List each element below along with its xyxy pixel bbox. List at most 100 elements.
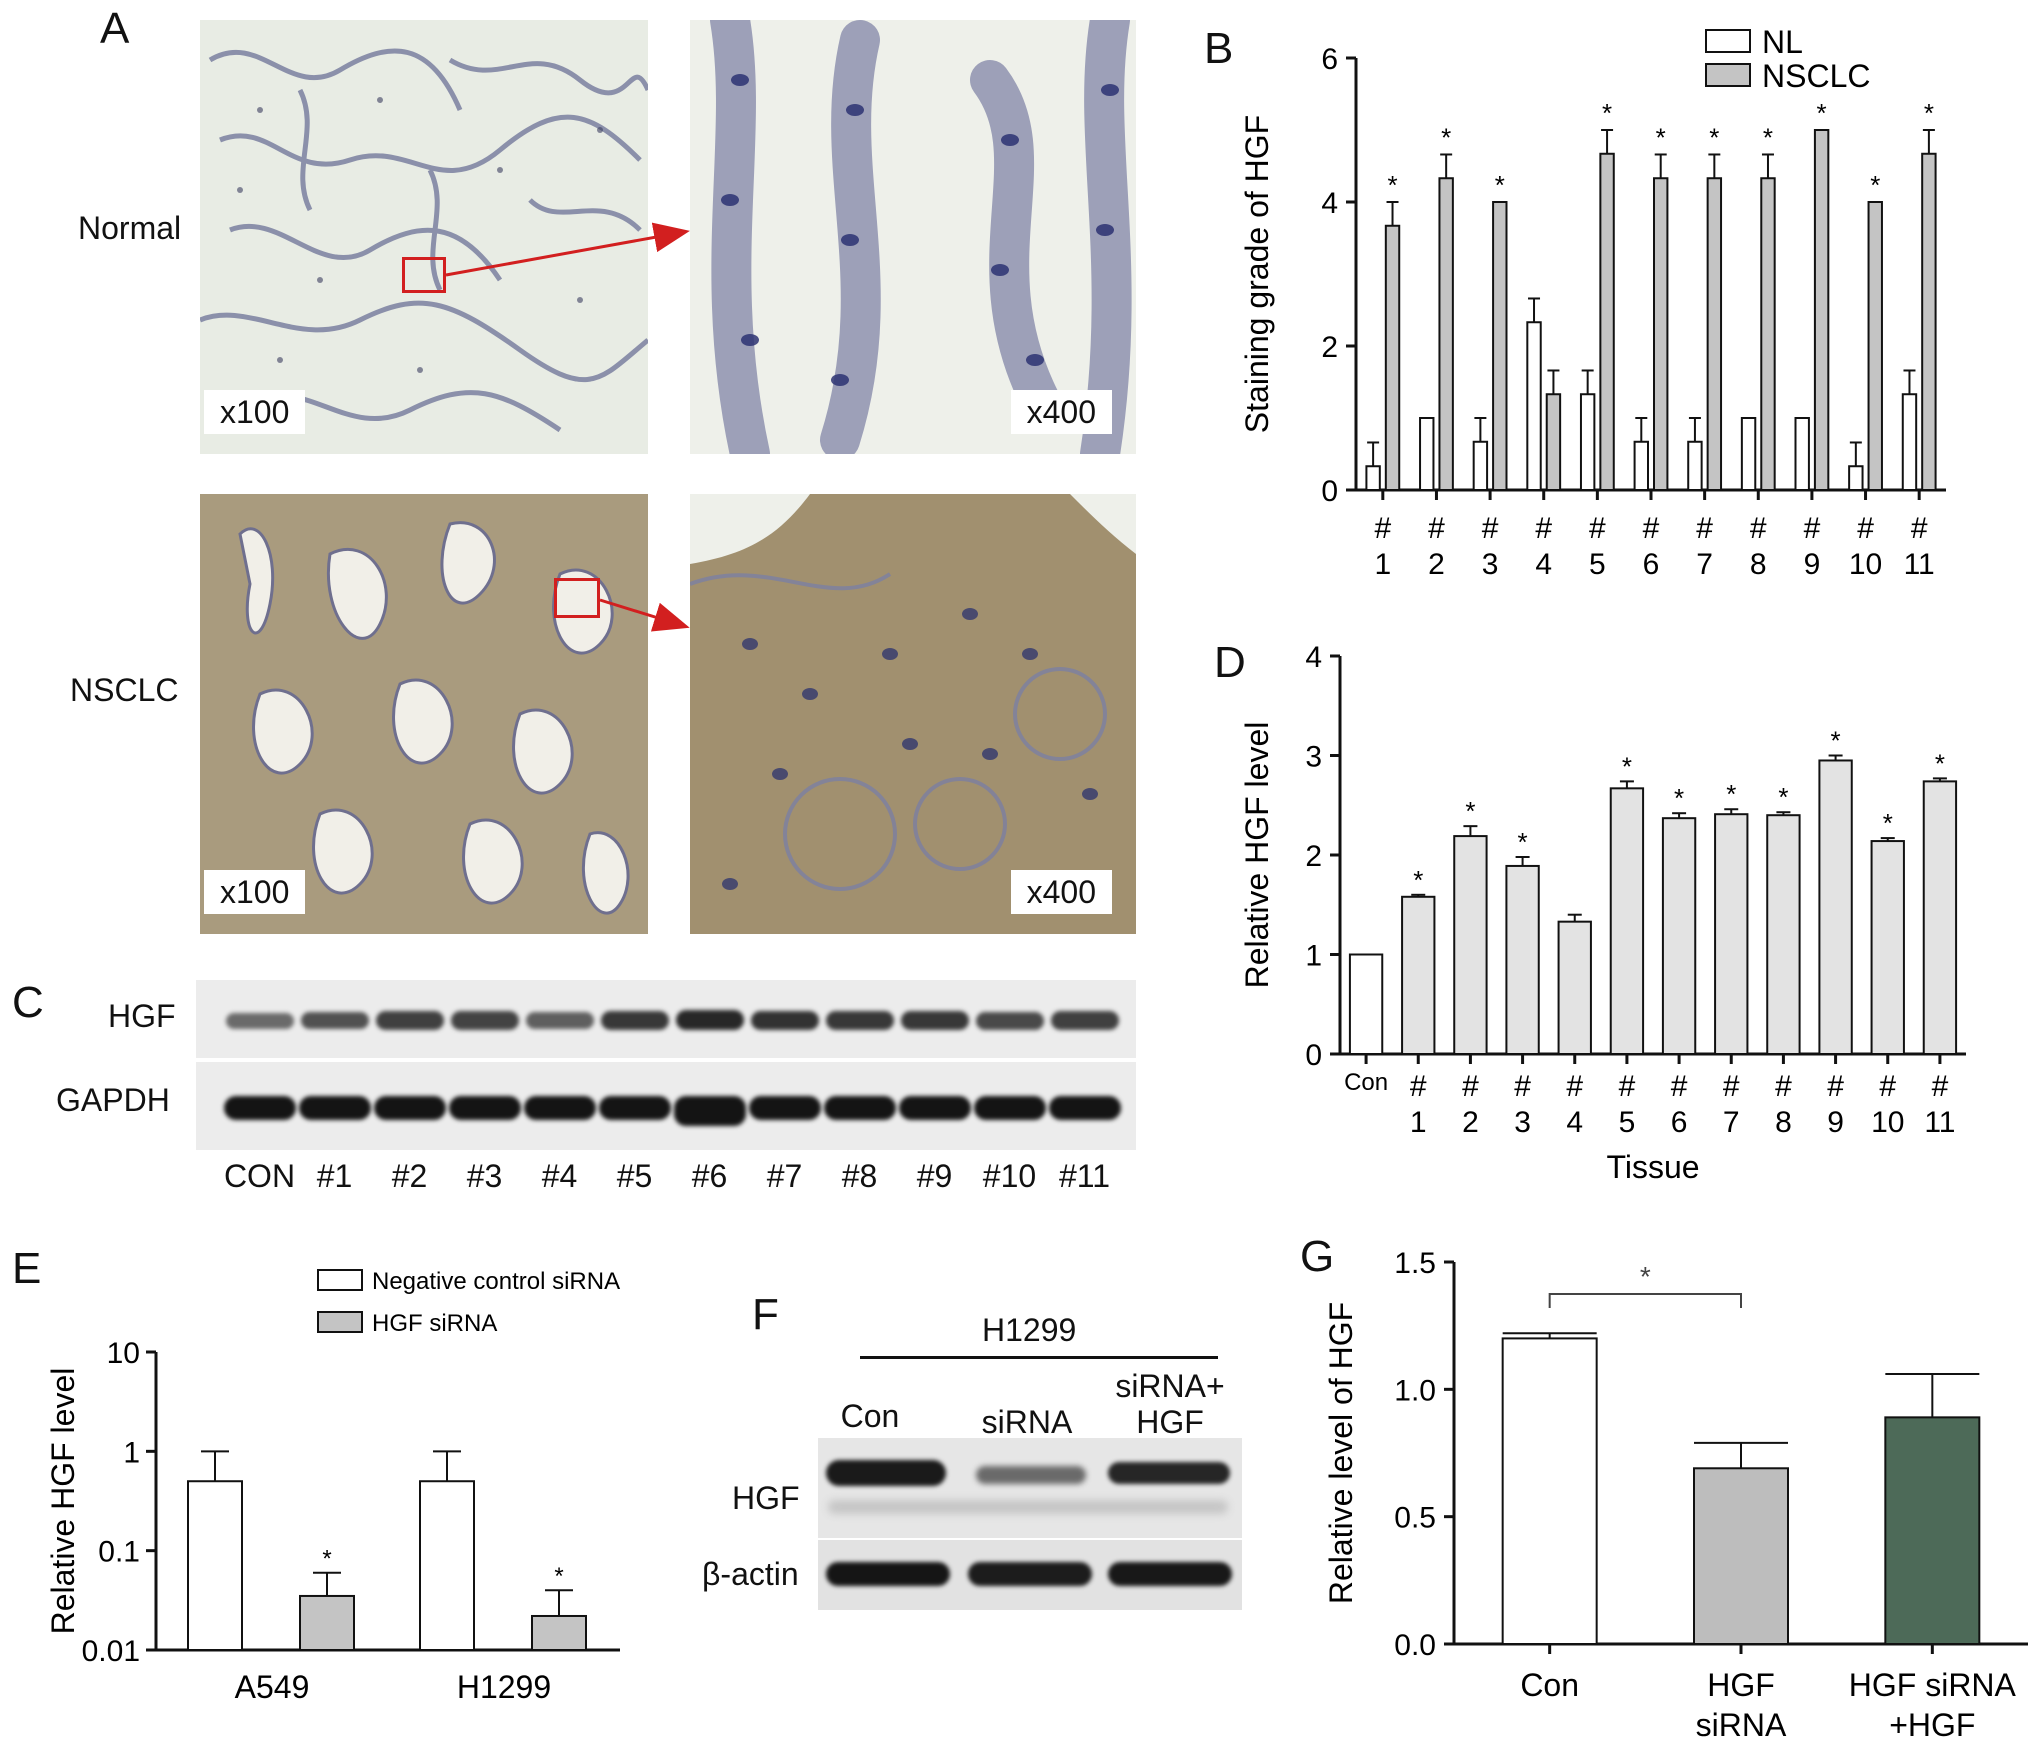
- x-tick-label: HGF siRNA: [1849, 1667, 2017, 1703]
- bar: [419, 1480, 475, 1651]
- x-tick-label: 9: [1827, 1106, 1844, 1139]
- blot-band-hgf: [375, 1011, 444, 1030]
- x-tick-label: #: [1589, 512, 1606, 545]
- significance-star: *: [1674, 783, 1684, 813]
- significance-star: *: [1870, 170, 1880, 200]
- y-tick-label: 4: [1305, 641, 1322, 674]
- blot-band-gapdh: [523, 1096, 596, 1120]
- x-tick-label: #: [1750, 512, 1767, 545]
- x-tick-label: 2: [1428, 548, 1445, 580]
- x-tick-label: 1: [1374, 548, 1391, 580]
- blot-f-row-label-actin: β-actin: [702, 1556, 799, 1592]
- y-tick-label: 1: [1305, 940, 1322, 973]
- bar-nl: [1526, 321, 1542, 491]
- blot-lane-label: #9: [916, 1158, 953, 1194]
- chart-e: 0.01 0.1 1 10 Relative HGF level A549 * H1299 * N…: [45, 1268, 620, 1705]
- significance-star: *: [1465, 796, 1475, 826]
- y-tick-label: 10: [107, 1337, 140, 1370]
- x-tick-label: 4: [1535, 548, 1552, 580]
- significance-star: *: [1763, 122, 1773, 152]
- bar: [1870, 840, 1905, 1055]
- blot-c-row-label-hgf: HGF: [108, 998, 176, 1034]
- blot-lane-label: #4: [541, 1158, 578, 1194]
- significance-star: *: [1883, 808, 1893, 838]
- bar-nl: [1901, 393, 1918, 491]
- bar-nsclc: [1760, 177, 1776, 492]
- blot-band-gapdh: [373, 1096, 446, 1120]
- y-tick-label: 2: [1305, 840, 1322, 873]
- y-axis-title: Relative level of HGF: [1323, 1302, 1359, 1604]
- y-tick-label: 4: [1321, 187, 1338, 220]
- y-axis-title: Staining grade of HGF: [1240, 115, 1275, 433]
- blot-c-bands: [196, 980, 1136, 1150]
- y-tick-label: 0.01: [82, 1635, 140, 1668]
- bar: [1348, 953, 1384, 1055]
- blot-band-hgf: [525, 1012, 594, 1030]
- y-tick-label: 1.5: [1394, 1247, 1436, 1280]
- bar-nsclc: [1384, 224, 1401, 491]
- significance-star: *: [1387, 170, 1397, 200]
- x-tick-label: 7: [1696, 548, 1713, 580]
- significance-star: *: [1817, 98, 1827, 128]
- legend-swatch: [1705, 29, 1751, 53]
- bar: [1453, 835, 1488, 1055]
- bar-nl: [1687, 440, 1703, 492]
- significance-star: *: [322, 1546, 331, 1573]
- blot-f-lane-label-con: Con: [840, 1398, 900, 1434]
- micrograph-nsclc-x400: x400: [690, 494, 1136, 934]
- significance-star: *: [1640, 1261, 1651, 1292]
- blot-lane-label: #11: [1058, 1158, 1110, 1194]
- mag-label: x400: [1010, 390, 1112, 434]
- blot-f-actin-strip: [818, 1540, 1242, 1610]
- x-axis-title: Tissue: [1606, 1149, 1699, 1185]
- significance-star: *: [1924, 98, 1934, 128]
- x-tick-label: 11: [1904, 548, 1935, 580]
- bar-nl: [1740, 417, 1757, 491]
- x-tick-label: #: [1462, 1070, 1479, 1103]
- blot-lane-label: #6: [691, 1158, 728, 1194]
- y-tick-label: 1.0: [1394, 1374, 1436, 1407]
- blot-c-row-label-gapdh: GAPDH: [56, 1082, 170, 1118]
- significance-star: *: [554, 1563, 563, 1590]
- blot-c-lane-labels: CON #1 #2 #3 #4 #5 #6 #7 #8 #9 #10 #11: [196, 1158, 1136, 1198]
- significance-star: *: [1441, 122, 1451, 152]
- blot-lane-label: #8: [841, 1158, 878, 1194]
- blot-band-hgf: [450, 1011, 519, 1030]
- x-tick-label: H1299: [457, 1669, 551, 1705]
- micrograph-nsclc-x100: x100: [200, 494, 648, 934]
- panel-e-letter: E: [12, 1244, 42, 1293]
- y-tick-label: 0.0: [1394, 1629, 1436, 1662]
- y-axis-title: Relative HGF level: [1240, 722, 1275, 989]
- x-tick-label: #: [1514, 1070, 1531, 1103]
- bar: [187, 1480, 243, 1651]
- significance-star: *: [1622, 751, 1632, 781]
- blot-lane-label: CON: [223, 1158, 296, 1194]
- x-tick-label: siRNA: [1696, 1707, 1787, 1742]
- legend-label: HGF siRNA: [372, 1310, 497, 1337]
- y-tick-label: 0: [1321, 475, 1338, 508]
- x-tick-label: #: [1911, 512, 1928, 545]
- blot-band-hgf: [825, 1010, 894, 1030]
- bar: [1766, 814, 1801, 1055]
- x-tick-label: #: [1775, 1070, 1792, 1103]
- legend-label: NL: [1762, 24, 1803, 60]
- zoom-region-box: [554, 578, 600, 618]
- x-tick-label: #: [1671, 1070, 1688, 1103]
- chart-g: 0.0 0.5 1.0 1.5 Relative level of HGF Con HGF s…: [1323, 1247, 2028, 1742]
- legend-swatch: [317, 1269, 363, 1291]
- x-tick-label: #: [1932, 1070, 1949, 1103]
- bar: [1661, 817, 1697, 1055]
- x-tick-label: #: [1723, 1070, 1740, 1103]
- bar: [1714, 813, 1749, 1055]
- bar-nl: [1633, 440, 1650, 492]
- legend-label: NSCLC: [1762, 58, 1870, 94]
- bar-nsclc: [1813, 129, 1830, 491]
- mag-label: x100: [204, 870, 306, 914]
- x-tick-label: 10: [1849, 548, 1882, 580]
- significance-star: *: [1726, 779, 1736, 809]
- x-tick-label: 1: [1410, 1106, 1427, 1139]
- significance-star: *: [1709, 122, 1719, 152]
- bar: [1693, 1467, 1789, 1645]
- blot-band-hgf: [300, 1011, 369, 1030]
